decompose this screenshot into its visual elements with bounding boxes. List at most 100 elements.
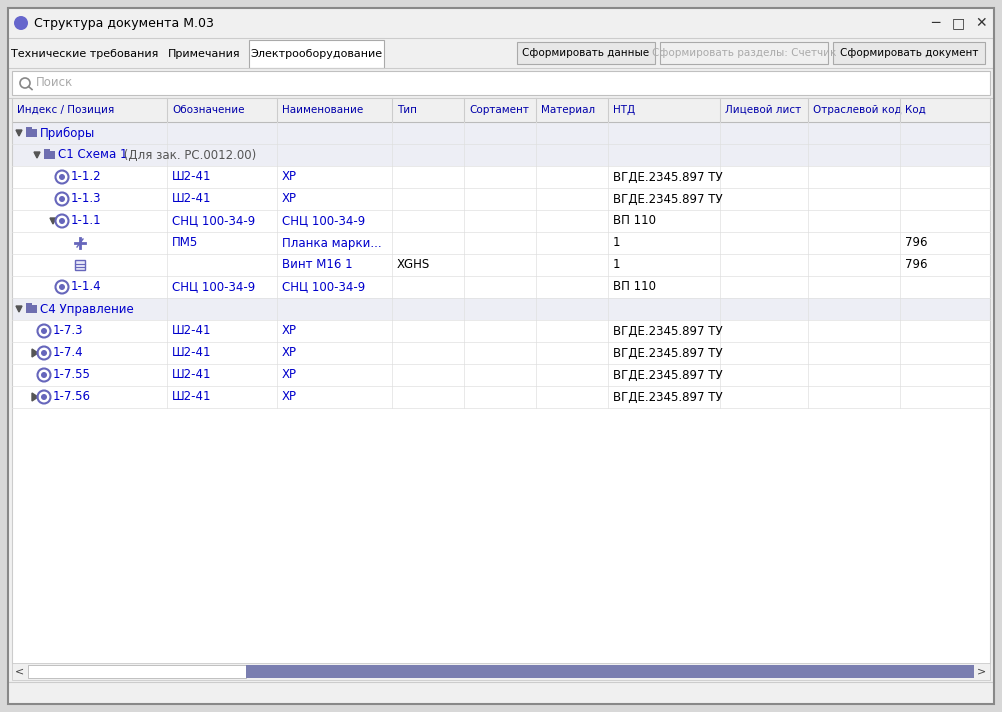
- Bar: [12, 342, 990, 364]
- Bar: [833, 42, 985, 64]
- Bar: [12, 663, 990, 680]
- Bar: [12, 144, 990, 166]
- Text: Тип: Тип: [397, 105, 417, 115]
- Text: ─: ─: [931, 16, 939, 30]
- Text: 1: 1: [613, 258, 620, 271]
- Text: ХР: ХР: [282, 170, 297, 184]
- Bar: [249, 40, 384, 68]
- Text: ХР: ХР: [282, 347, 297, 360]
- Circle shape: [59, 218, 65, 224]
- Text: □: □: [952, 16, 965, 30]
- Text: С1 Схема 1: С1 Схема 1: [58, 149, 127, 162]
- Bar: [12, 210, 990, 232]
- Polygon shape: [16, 130, 22, 136]
- Text: Ш2-41: Ш2-41: [172, 347, 211, 360]
- Text: Приборы: Приборы: [40, 127, 95, 140]
- Text: <: <: [15, 666, 25, 676]
- Bar: [12, 276, 990, 298]
- Polygon shape: [50, 218, 56, 224]
- Text: Структура документа М.03: Структура документа М.03: [34, 16, 213, 29]
- Circle shape: [41, 350, 47, 356]
- Bar: [44, 149, 50, 152]
- Text: Ш2-41: Ш2-41: [172, 192, 211, 206]
- Bar: [8, 8, 994, 38]
- Text: ХР: ХР: [282, 325, 297, 337]
- Text: 1-1.3: 1-1.3: [71, 192, 101, 206]
- Bar: [12, 232, 990, 254]
- Bar: [75, 260, 85, 270]
- Text: ВГДЕ.2345.897 ТУ: ВГДЕ.2345.897 ТУ: [613, 390, 722, 404]
- Bar: [12, 71, 990, 95]
- Circle shape: [59, 196, 65, 202]
- Text: Технические требования: Технические требования: [11, 49, 158, 59]
- Text: Электрооборудование: Электрооборудование: [250, 49, 383, 59]
- Bar: [246, 665, 974, 678]
- Text: Сформировать данные: Сформировать данные: [522, 48, 649, 58]
- Text: Сортамент: Сортамент: [469, 105, 529, 115]
- Bar: [12, 320, 990, 342]
- Bar: [8, 682, 994, 704]
- Text: ХР: ХР: [282, 390, 297, 404]
- Text: Наименование: Наименование: [282, 105, 364, 115]
- Text: СНЦ 100-34-9: СНЦ 100-34-9: [172, 281, 256, 293]
- Text: СНЦ 100-34-9: СНЦ 100-34-9: [172, 214, 256, 228]
- Bar: [26, 303, 32, 306]
- Bar: [28, 665, 246, 678]
- Bar: [26, 129, 37, 137]
- Text: ВП 110: ВП 110: [613, 214, 656, 228]
- Text: >: >: [977, 666, 987, 676]
- Circle shape: [14, 16, 28, 30]
- Text: Код: Код: [905, 105, 926, 115]
- Text: Отраслевой код: Отраслевой код: [813, 105, 902, 115]
- Text: 1-1.2: 1-1.2: [71, 170, 101, 184]
- Circle shape: [41, 328, 47, 334]
- Text: Ш2-41: Ш2-41: [172, 170, 211, 184]
- Text: НТД: НТД: [613, 105, 635, 115]
- Bar: [12, 98, 990, 122]
- Bar: [12, 166, 990, 188]
- Bar: [12, 298, 990, 320]
- Text: Обозначение: Обозначение: [172, 105, 244, 115]
- Text: ПМ5: ПМ5: [172, 236, 198, 249]
- Text: Ш2-41: Ш2-41: [172, 369, 211, 382]
- Bar: [12, 364, 990, 386]
- Text: ВГДЕ.2345.897 ТУ: ВГДЕ.2345.897 ТУ: [613, 325, 722, 337]
- Text: ВГДЕ.2345.897 ТУ: ВГДЕ.2345.897 ТУ: [613, 170, 722, 184]
- Text: Сформировать разделы: Счетчик: Сформировать разделы: Счетчик: [652, 48, 837, 58]
- Text: 1-7.55: 1-7.55: [53, 369, 91, 382]
- Text: 1-1.1: 1-1.1: [71, 214, 101, 228]
- Bar: [26, 305, 37, 313]
- Bar: [26, 127, 32, 130]
- Text: ВП 110: ВП 110: [613, 281, 656, 293]
- Polygon shape: [32, 349, 38, 357]
- Text: 1-7.3: 1-7.3: [53, 325, 83, 337]
- Bar: [12, 98, 990, 663]
- Bar: [12, 188, 990, 210]
- Bar: [12, 122, 990, 144]
- Text: ВГДЕ.2345.897 ТУ: ВГДЕ.2345.897 ТУ: [613, 347, 722, 360]
- Bar: [660, 42, 828, 64]
- Text: ВГДЕ.2345.897 ТУ: ВГДЕ.2345.897 ТУ: [613, 369, 722, 382]
- Text: 1: 1: [613, 236, 620, 249]
- Text: 1-1.4: 1-1.4: [71, 281, 101, 293]
- Text: ХР: ХР: [282, 192, 297, 206]
- Text: 796: 796: [905, 236, 928, 249]
- Text: 796: 796: [905, 258, 928, 271]
- Polygon shape: [34, 152, 40, 158]
- Text: ВГДЕ.2345.897 ТУ: ВГДЕ.2345.897 ТУ: [613, 192, 722, 206]
- Circle shape: [41, 372, 47, 378]
- Text: Поиск: Поиск: [36, 76, 73, 90]
- Text: ✕: ✕: [975, 16, 987, 30]
- Text: Сформировать документ: Сформировать документ: [840, 48, 978, 58]
- Bar: [8, 38, 994, 68]
- Polygon shape: [32, 393, 38, 401]
- Text: Примечания: Примечания: [167, 49, 240, 59]
- Circle shape: [41, 394, 47, 400]
- Bar: [12, 254, 990, 276]
- Text: С4 Управление: С4 Управление: [40, 303, 133, 315]
- Text: 1-7.56: 1-7.56: [53, 390, 91, 404]
- Text: Материал: Материал: [541, 105, 595, 115]
- Circle shape: [59, 284, 65, 290]
- Text: Ш2-41: Ш2-41: [172, 390, 211, 404]
- Text: СНЦ 100-34-9: СНЦ 100-34-9: [282, 214, 366, 228]
